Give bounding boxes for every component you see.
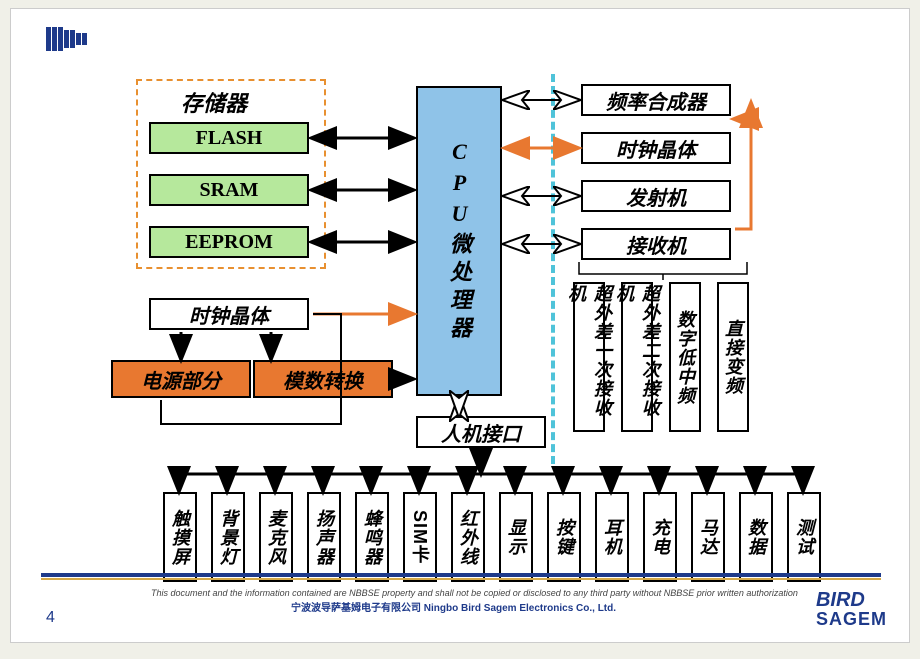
footer-line: [41, 573, 881, 577]
logo-sagem: SAGEM: [816, 610, 887, 628]
bot-3: 扬声器: [307, 492, 341, 582]
sram-box: SRAM: [149, 174, 309, 206]
bot-8: 按键: [547, 492, 581, 582]
bot-2: 麦克风: [259, 492, 293, 582]
bot-12: 数据: [739, 492, 773, 582]
clock2-box: 时钟晶体: [149, 298, 309, 330]
logo-bird: BIRD: [816, 590, 887, 610]
bot-1: 背景灯: [211, 492, 245, 582]
bot-0: 触摸屏: [163, 492, 197, 582]
eeprom-box: EEPROM: [149, 226, 309, 258]
cpu-box: CPU微处理器: [416, 86, 502, 396]
block-diagram: 存储器 FLASH SRAM EEPROM CPU微处理器 频率合成器 时钟晶体…: [41, 64, 881, 574]
power-box: 电源部分: [111, 360, 251, 398]
divider: [551, 74, 555, 464]
bot-7: 显示: [499, 492, 533, 582]
rcv-type-2: 超外差二次接收机: [621, 282, 653, 432]
flash-box: FLASH: [149, 122, 309, 154]
receiver-box: 接收机: [581, 228, 731, 260]
logo: BIRD SAGEM: [816, 590, 887, 628]
disclaimer: This document and the information contai…: [151, 588, 798, 598]
company: 宁波波导萨基姆电子有限公司 Ningbo Bird Sagem Electron…: [291, 599, 616, 614]
bot-5: SIM卡: [403, 492, 437, 582]
rcv-type-1: 超外差一次接收机: [573, 282, 605, 432]
bot-11: 马达: [691, 492, 725, 582]
bot-10: 充电: [643, 492, 677, 582]
adc-box: 模数转换: [253, 360, 393, 398]
rcv-type-3: 数字低中频: [669, 282, 701, 432]
rcv-type-4: 直接变频: [717, 282, 749, 432]
bot-9: 耳机: [595, 492, 629, 582]
transmitter-box: 发射机: [581, 180, 731, 212]
page-number: 4: [46, 609, 55, 627]
clock-crystal-box: 时钟晶体: [581, 132, 731, 164]
bot-13: 测试: [787, 492, 821, 582]
peripherals-row: 触摸屏 背景灯 麦克风 扬声器 蜂鸣器 SIM卡 红外线 显示 按键 耳机 充电…: [163, 492, 821, 582]
bot-4: 蜂鸣器: [355, 492, 389, 582]
memory-title: 存储器: [181, 86, 247, 118]
freq-synth-box: 频率合成器: [581, 84, 731, 116]
hmi-box: 人机接口: [416, 416, 546, 448]
bot-6: 红外线: [451, 492, 485, 582]
footer-gold: [41, 578, 881, 580]
